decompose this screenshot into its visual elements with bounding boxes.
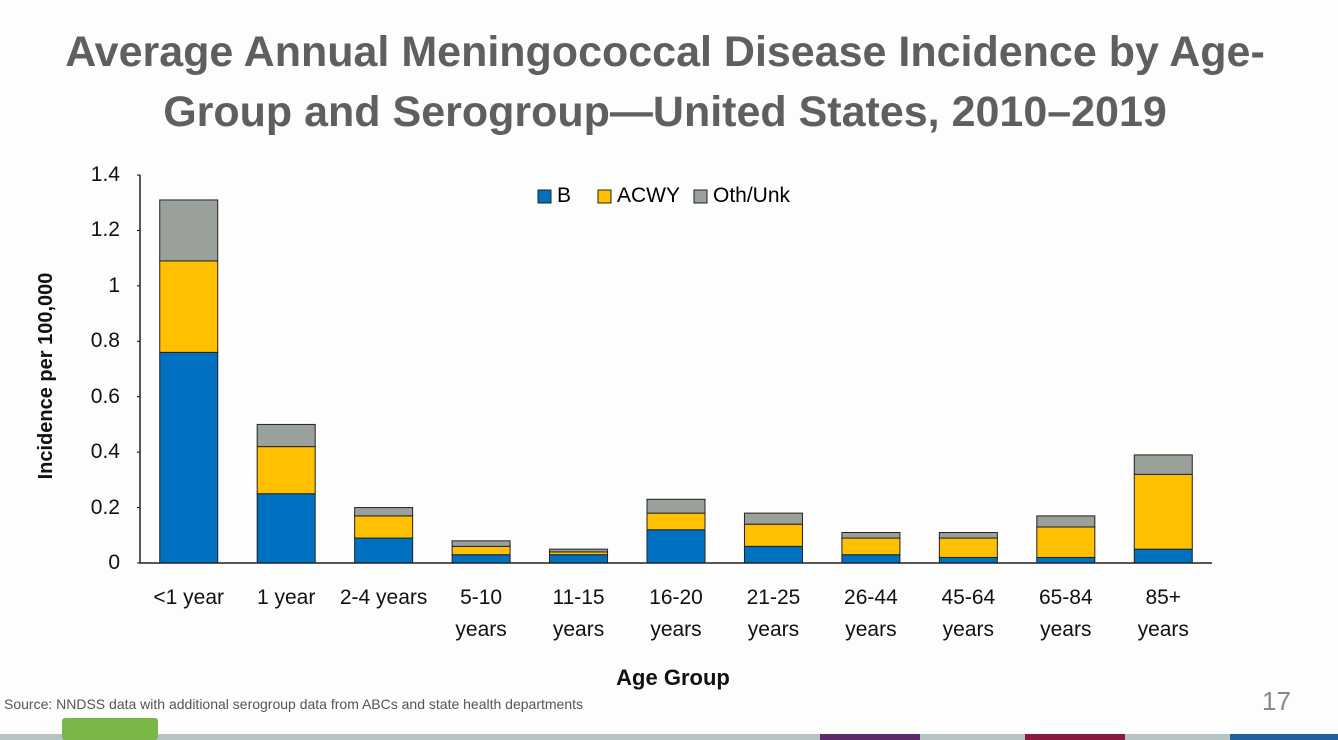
- bar-segment: [841, 532, 901, 539]
- bar-segment: [1036, 515, 1096, 528]
- x-tick-label: 1 year: [256, 586, 316, 609]
- y-axis-label: Incidence per 100,000: [35, 272, 57, 480]
- bar-segment: [743, 523, 803, 547]
- bar-segment: [938, 532, 998, 539]
- bar-segment: [1036, 556, 1096, 564]
- bar-segment: [256, 493, 316, 564]
- legend-label: Oth/Unk: [713, 184, 791, 207]
- bar-segment: [256, 446, 316, 495]
- logo: [62, 718, 158, 740]
- bar-segment: [159, 199, 219, 262]
- y-tick-label: 0.2: [90, 495, 120, 519]
- chart-title: Average Annual Meningococcal Disease Inc…: [65, 28, 1265, 136]
- bar-segment: [938, 556, 998, 564]
- legend-swatch: [597, 189, 612, 204]
- bar-segment: [354, 537, 414, 564]
- bar-segment: [549, 554, 609, 564]
- bar-segment: [549, 548, 609, 553]
- bar-segment: [159, 260, 219, 353]
- bar-segment: [841, 554, 901, 564]
- x-tick-label: 21-25 years: [746, 586, 801, 641]
- legend-label: B: [557, 184, 572, 207]
- bar-segment: [1133, 454, 1193, 475]
- bar-segment: [354, 515, 414, 539]
- x-tick-label: 26-44 years: [844, 586, 898, 641]
- x-tick-label: 2-4 years: [339, 586, 428, 609]
- legend-swatch: [537, 189, 552, 204]
- footer-bar: [1025, 734, 1125, 740]
- bar-segment: [1133, 473, 1193, 550]
- bar-segment: [743, 512, 803, 525]
- y-tick-label: 1.4: [90, 163, 120, 186]
- footer-bar: [820, 734, 920, 740]
- y-tick-label: 0.4: [90, 440, 120, 464]
- bar-segment: [743, 545, 803, 564]
- bar-segment: [841, 537, 901, 556]
- x-tick-label: 65-84 years: [1038, 586, 1093, 641]
- bar-segment: [451, 540, 511, 547]
- x-tick-label: <1 year: [153, 586, 225, 609]
- x-axis-label: Age Group: [616, 665, 730, 690]
- y-tick-label: 1.2: [90, 218, 120, 242]
- footer-bar: [1230, 734, 1338, 740]
- legend-swatch: [693, 189, 708, 204]
- source-note: Source: NNDSS data with additional serog…: [4, 696, 583, 712]
- y-tick-label: 1: [108, 273, 120, 297]
- x-tick-label: 85+ years: [1137, 586, 1189, 641]
- y-tick-label: 0: [108, 551, 120, 574]
- bar-segment: [1036, 526, 1096, 558]
- page-number: 17: [1262, 686, 1291, 716]
- bar-segment: [646, 529, 706, 564]
- footer-bar: [0, 734, 1338, 740]
- x-tick-label: 45-64 years: [941, 586, 996, 641]
- bar-segment: [646, 498, 706, 514]
- y-tick-label: 0.8: [90, 329, 120, 353]
- x-tick-label: 16-20 years: [649, 586, 703, 641]
- bar-segment: [938, 537, 998, 558]
- bar-segment: [451, 545, 511, 556]
- x-tick-label: 11-15 years: [552, 586, 605, 641]
- bar-segment: [256, 423, 316, 448]
- bar-segment: [354, 507, 414, 517]
- x-tick-label: 5-10 years: [455, 586, 507, 641]
- bar-segment: [451, 554, 511, 564]
- y-tick-label: 0.6: [90, 384, 120, 408]
- legend-label: ACWY: [617, 184, 680, 207]
- bar-segment: [159, 351, 219, 564]
- bar-segment: [646, 512, 706, 531]
- bar-segment: [1133, 548, 1193, 564]
